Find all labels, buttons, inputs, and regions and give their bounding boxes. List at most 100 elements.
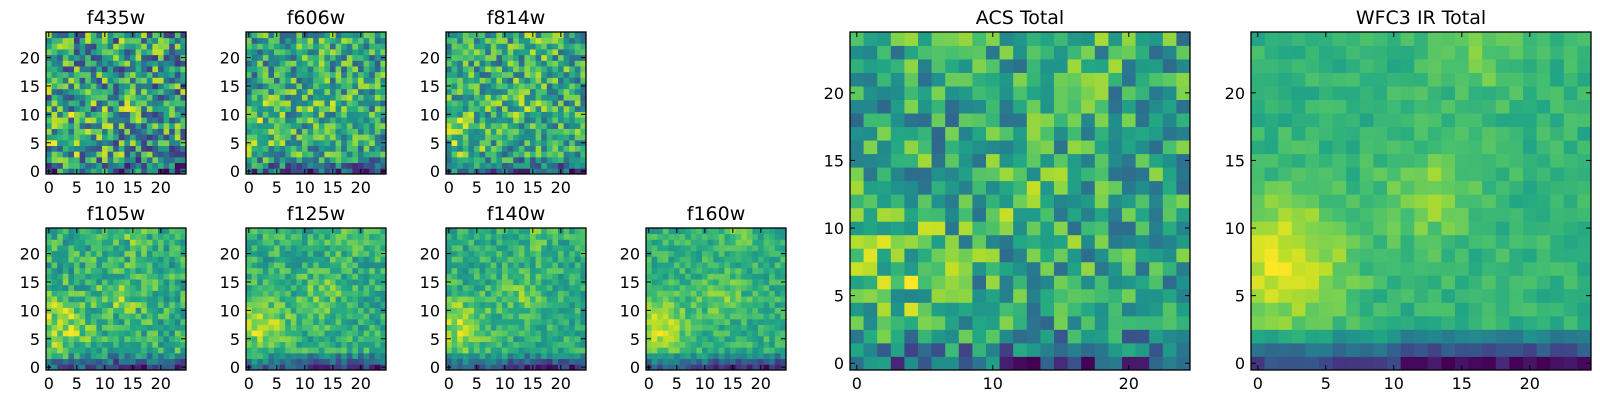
heatmap-cell	[96, 94, 103, 101]
heatmap-cell	[163, 267, 170, 274]
heatmap-cell	[102, 341, 108, 348]
heatmap-cell	[346, 66, 353, 73]
heatmap-cell	[85, 134, 92, 141]
heatmap-cell	[363, 37, 370, 44]
heatmap-cell	[318, 284, 325, 291]
heatmap-cell	[507, 330, 514, 337]
heatmap-cell	[502, 358, 508, 365]
heatmap-cell	[890, 275, 905, 290]
heatmap-cell	[507, 66, 514, 73]
heatmap-cell	[290, 364, 297, 371]
heatmap-cell	[358, 341, 364, 348]
heatmap-cell	[279, 66, 286, 73]
heatmap-cell	[363, 117, 370, 124]
heatmap-cell	[130, 162, 136, 169]
heatmap-cell	[285, 245, 292, 252]
heatmap-cell	[518, 43, 525, 50]
heatmap-cell	[62, 151, 69, 158]
heatmap-cell	[374, 168, 381, 175]
heatmap-cell	[758, 245, 764, 252]
heatmap-cell	[485, 301, 492, 308]
heatmap-cell	[152, 54, 159, 61]
heatmap-cell	[1081, 288, 1096, 303]
heatmap-cell	[96, 335, 103, 342]
heatmap-cell	[346, 290, 353, 297]
heatmap-cell	[468, 77, 475, 84]
heatmap-cell	[679, 324, 686, 331]
heatmap-cell	[130, 239, 136, 246]
heatmap-cell	[972, 288, 987, 303]
heatmap-cell	[451, 43, 458, 50]
heatmap-cell	[296, 139, 303, 146]
heatmap-cell	[352, 77, 359, 84]
heatmap-cell	[257, 330, 264, 337]
heatmap-cell	[502, 296, 508, 303]
heatmap-cell	[552, 128, 559, 135]
heatmap-cell	[462, 279, 469, 286]
heatmap-cell	[335, 262, 342, 269]
heatmap-cell	[662, 256, 669, 263]
heatmap-cell	[296, 54, 303, 61]
y-tick-label: 15	[420, 273, 440, 292]
heatmap-cell	[780, 324, 787, 331]
heatmap-cell	[174, 335, 181, 342]
heatmap-cell	[730, 330, 736, 337]
heatmap-cell	[524, 284, 531, 291]
heatmap-cell	[457, 267, 464, 274]
heatmap-cell	[330, 239, 336, 246]
heatmap-cell	[999, 329, 1014, 344]
heatmap-cell	[341, 66, 348, 73]
heatmap-cell	[890, 167, 905, 182]
heatmap-cell	[46, 352, 52, 360]
heatmap-cell	[251, 307, 258, 314]
heatmap-cell	[1162, 248, 1177, 263]
heatmap-cell	[352, 94, 359, 101]
heatmap-cell	[374, 43, 381, 50]
heatmap-cell	[1013, 342, 1028, 357]
heatmap-cell	[141, 347, 148, 354]
heatmap-cell	[51, 37, 58, 44]
heatmap-cell	[496, 307, 503, 314]
heatmap-cell	[657, 290, 664, 297]
heatmap-cell	[479, 279, 486, 286]
heatmap-cell	[141, 32, 148, 39]
heatmap-cell	[324, 168, 331, 175]
heatmap-cell	[180, 245, 187, 252]
heatmap-cell	[696, 318, 703, 325]
heatmap-cell	[152, 347, 159, 354]
heatmap-cell	[468, 347, 475, 354]
heatmap-cell	[574, 279, 581, 286]
heatmap-cell	[563, 364, 570, 371]
heatmap-cell	[57, 156, 64, 164]
heatmap-cell	[741, 239, 748, 246]
heatmap-cell	[307, 105, 314, 112]
heatmap-cell	[279, 134, 286, 141]
heatmap-cell	[380, 60, 387, 67]
heatmap-cell	[146, 77, 153, 84]
heatmap-cell	[118, 43, 125, 50]
heatmap-cell	[730, 256, 736, 263]
heatmap-cell	[446, 43, 452, 50]
heatmap-cell	[877, 302, 892, 317]
heatmap-cell	[758, 301, 764, 308]
heatmap-cell	[502, 105, 508, 112]
heatmap-cell	[502, 267, 508, 274]
heatmap-cell	[262, 71, 269, 78]
heatmap-cell	[530, 139, 536, 146]
heatmap-cell	[580, 301, 587, 308]
heatmap-cell	[130, 117, 136, 124]
heatmap-cell	[780, 273, 787, 280]
heatmap-cell	[863, 329, 878, 344]
heatmap-cell	[135, 94, 142, 101]
heatmap-cell	[552, 83, 559, 90]
heatmap-cell	[369, 256, 376, 263]
heatmap-cell	[679, 341, 686, 348]
heatmap-cell	[1162, 221, 1177, 236]
heatmap-cell	[518, 290, 525, 297]
heatmap-cell	[85, 162, 92, 169]
heatmap-cell	[490, 71, 497, 78]
heatmap-acs-total	[850, 32, 1191, 371]
heatmap-cell	[758, 279, 764, 286]
heatmap-cell	[102, 83, 108, 90]
